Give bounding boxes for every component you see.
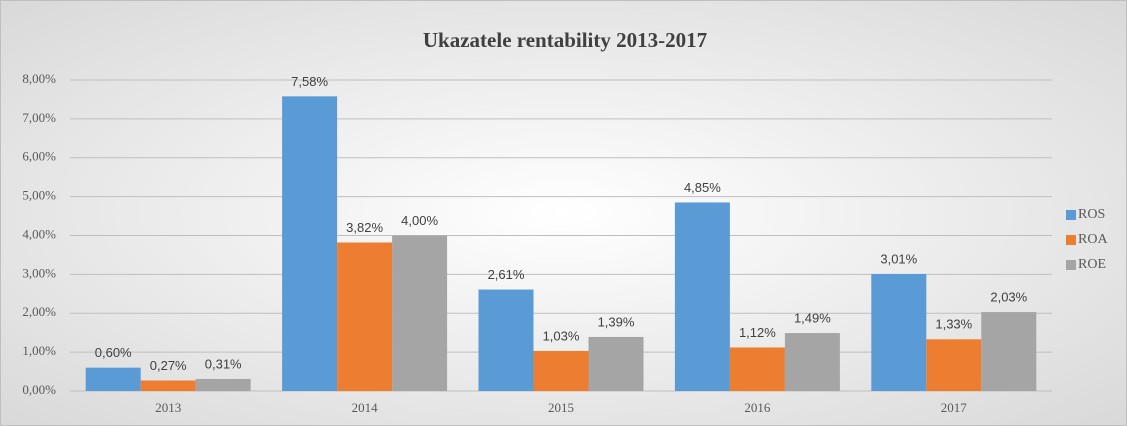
data-label: 7,58% xyxy=(291,74,328,89)
bar xyxy=(337,242,393,391)
x-tick-label: 2014 xyxy=(352,400,379,415)
bar xyxy=(871,273,927,391)
chart-title: Ukazatele rentability 2013-2017 xyxy=(423,28,707,52)
data-label: 4,85% xyxy=(684,180,721,195)
bar xyxy=(478,289,534,391)
data-label: 0,60% xyxy=(95,345,132,360)
data-label: 1,03% xyxy=(543,328,580,343)
y-tick-label: 7,00% xyxy=(22,110,56,125)
data-label: 4,00% xyxy=(401,213,438,228)
y-tick-label: 0,00% xyxy=(22,382,56,397)
bar xyxy=(392,235,448,391)
bar xyxy=(729,347,785,391)
y-tick-label: 2,00% xyxy=(22,304,56,319)
data-label: 3,01% xyxy=(880,251,917,266)
y-tick-label: 5,00% xyxy=(22,188,56,203)
bar xyxy=(784,333,840,391)
bar xyxy=(195,378,251,391)
legend-label: ROA xyxy=(1078,232,1108,247)
legend-label: ROS xyxy=(1078,207,1105,222)
bar xyxy=(588,336,644,391)
data-label: 1,33% xyxy=(935,317,972,332)
legend-swatch xyxy=(1066,235,1076,245)
data-label: 0,27% xyxy=(150,358,187,373)
data-label: 1,49% xyxy=(794,311,831,326)
data-label: 3,82% xyxy=(346,220,383,235)
data-label: 1,12% xyxy=(739,325,776,340)
x-tick-label: 2015 xyxy=(548,400,574,415)
data-label: 2,03% xyxy=(990,290,1027,305)
bar xyxy=(85,367,141,391)
bar xyxy=(674,202,730,391)
bar xyxy=(533,350,589,391)
y-tick-label: 8,00% xyxy=(22,71,56,86)
y-tick-label: 3,00% xyxy=(22,265,56,280)
x-tick-label: 2017 xyxy=(941,400,968,415)
data-label: 0,31% xyxy=(205,356,242,371)
legend-label: ROE xyxy=(1078,257,1106,272)
bar xyxy=(140,380,196,391)
y-tick-label: 1,00% xyxy=(22,343,56,358)
bar xyxy=(981,312,1037,391)
data-label: 2,61% xyxy=(488,267,525,282)
y-tick-label: 4,00% xyxy=(22,226,56,241)
x-tick-label: 2013 xyxy=(155,400,181,415)
data-label: 1,39% xyxy=(598,314,635,329)
y-tick-label: 6,00% xyxy=(22,149,56,164)
x-tick-label: 2016 xyxy=(744,400,771,415)
bar xyxy=(926,339,982,391)
legend-swatch xyxy=(1066,210,1076,220)
legend-swatch xyxy=(1066,260,1076,270)
bar xyxy=(282,96,338,391)
